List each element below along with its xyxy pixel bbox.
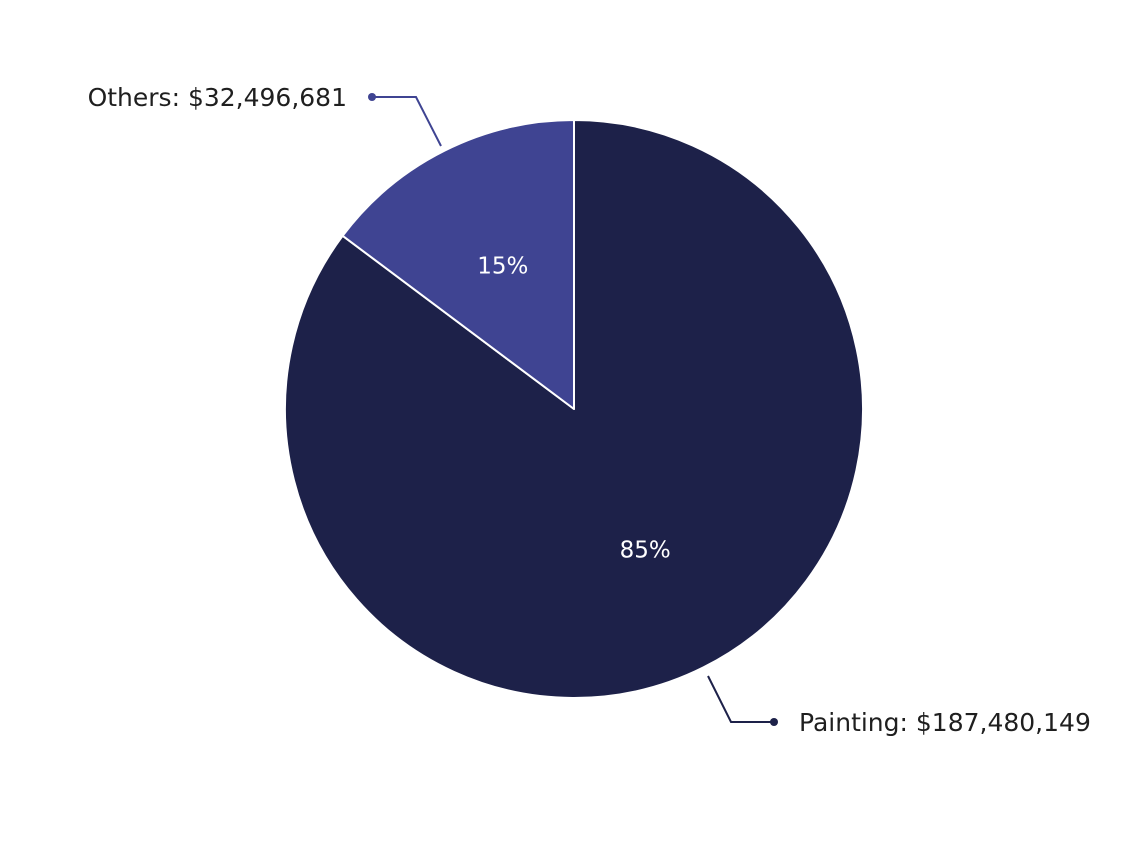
callout-label-others: Others: $32,496,681 (88, 83, 347, 112)
callout-dot-others (368, 93, 376, 101)
slice-percent-label-painting: 85% (620, 538, 671, 564)
callout-label-painting: Painting: $187,480,149 (799, 708, 1091, 737)
pie-slice-others (341, 119, 575, 410)
callout-dot-painting (770, 718, 778, 726)
pie-slice-painting (284, 119, 864, 699)
callout-leader-painting (707, 675, 774, 723)
slice-percent-label-others: 15% (477, 253, 528, 279)
callout-leader-others (372, 96, 442, 147)
